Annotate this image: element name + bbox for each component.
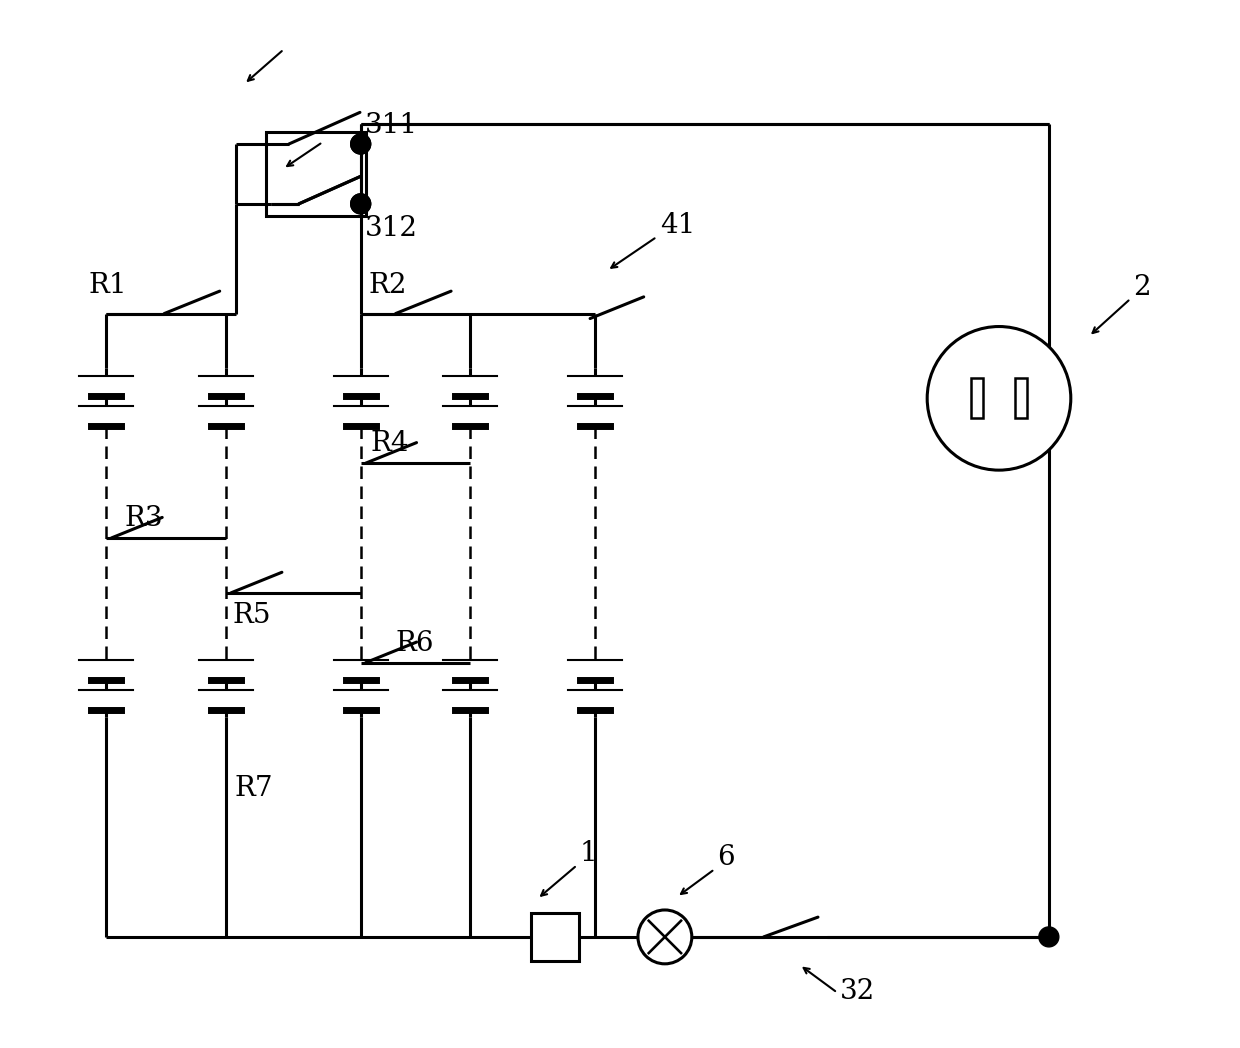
Text: 41: 41 bbox=[660, 212, 696, 239]
Circle shape bbox=[351, 194, 371, 214]
Text: 6: 6 bbox=[717, 844, 734, 871]
Bar bbox=[531, 913, 579, 961]
Circle shape bbox=[928, 327, 1071, 471]
Text: 32: 32 bbox=[839, 978, 874, 1005]
Text: R6: R6 bbox=[396, 630, 434, 657]
Text: 312: 312 bbox=[365, 215, 418, 242]
Bar bbox=[1016, 378, 1027, 418]
Circle shape bbox=[351, 134, 371, 154]
Text: 1: 1 bbox=[579, 840, 596, 867]
Circle shape bbox=[1039, 926, 1059, 947]
Circle shape bbox=[637, 910, 692, 964]
Bar bbox=[265, 132, 366, 216]
Bar bbox=[971, 378, 983, 418]
Text: R4: R4 bbox=[371, 430, 409, 457]
Text: R5: R5 bbox=[232, 602, 270, 629]
Text: R7: R7 bbox=[234, 776, 273, 803]
Text: 2: 2 bbox=[1132, 274, 1151, 301]
Circle shape bbox=[351, 134, 371, 154]
Text: R3: R3 bbox=[124, 505, 162, 532]
Text: R1: R1 bbox=[88, 271, 126, 299]
Circle shape bbox=[351, 194, 371, 214]
Text: 311: 311 bbox=[365, 112, 418, 139]
Text: R2: R2 bbox=[368, 271, 407, 299]
